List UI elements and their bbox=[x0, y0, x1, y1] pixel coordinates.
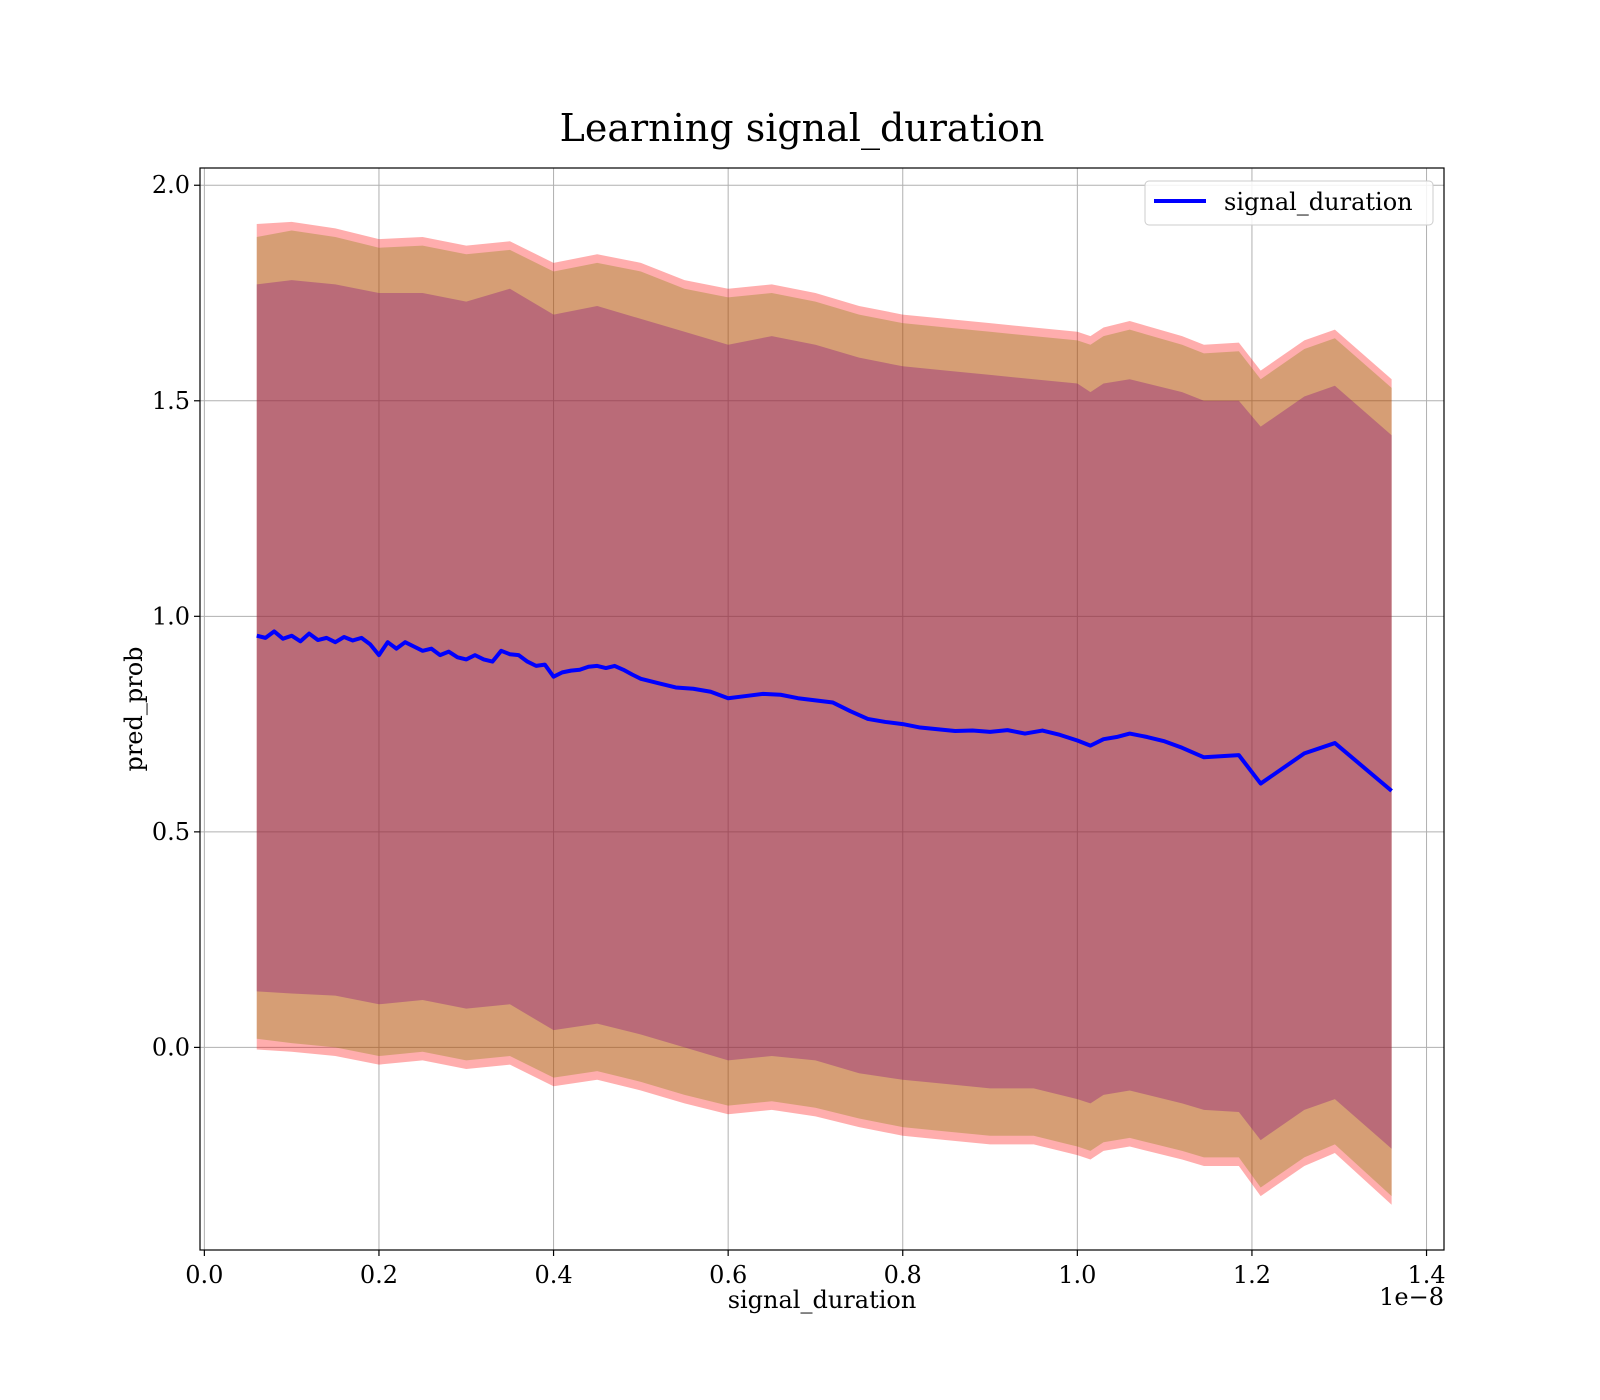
x-tick-label: 0.2 bbox=[360, 1261, 398, 1289]
confidence-bands bbox=[256, 221, 1392, 1205]
legend-label: signal_duration bbox=[1224, 188, 1413, 216]
y-tick-label: 0.0 bbox=[152, 1033, 190, 1061]
x-tick-label: 0.4 bbox=[534, 1261, 572, 1289]
x-axis-offset-text: 1e−8 bbox=[1379, 1283, 1444, 1311]
x-tick-label: 0.0 bbox=[185, 1261, 223, 1289]
x-tick-label: 0.6 bbox=[709, 1261, 747, 1289]
chart-title: Learning signal_duration bbox=[560, 106, 1045, 151]
band-middle bbox=[256, 230, 1392, 1197]
series-lines bbox=[256, 629, 1393, 793]
y-tick-label: 2.0 bbox=[152, 171, 190, 199]
x-axis-label: signal_duration bbox=[728, 1286, 917, 1314]
y-tick-label: 1.0 bbox=[152, 602, 190, 630]
x-tick-label: 1.2 bbox=[1233, 1261, 1271, 1289]
x-tick-label: 1.0 bbox=[1058, 1261, 1096, 1289]
y-tick-label: 0.5 bbox=[152, 818, 190, 846]
x-tick-label: 1.4 bbox=[1407, 1261, 1445, 1289]
x-axis-ticks: 0.0 0.2 0.4 0.6 0.8 1.0 1.2 1.4 bbox=[185, 1250, 1446, 1289]
x-tick-label: 0.8 bbox=[884, 1261, 922, 1289]
y-axis-ticks: 0.0 0.5 1.0 1.5 2.0 bbox=[152, 171, 200, 1061]
band-inner bbox=[256, 280, 1392, 1149]
legend-frame bbox=[1144, 180, 1434, 226]
legend: signal_duration bbox=[1144, 180, 1434, 226]
y-axis-label: pred_prob bbox=[120, 646, 148, 771]
y-tick-label: 1.5 bbox=[152, 387, 190, 415]
band-outer bbox=[256, 221, 1392, 1205]
plot-frame bbox=[199, 167, 1445, 1251]
grid bbox=[200, 168, 1444, 1250]
series-line-signal-duration bbox=[256, 629, 1393, 793]
